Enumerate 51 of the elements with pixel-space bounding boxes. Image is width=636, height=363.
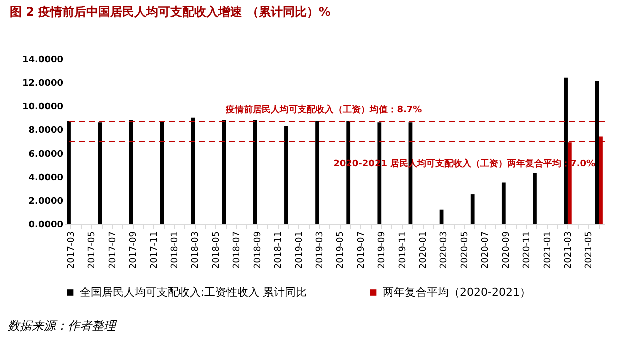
x-tick-label: 2019-07 — [356, 232, 367, 270]
y-tick-label: 8.0000 — [28, 126, 64, 136]
y-tick-label: 4.0000 — [28, 173, 64, 184]
x-tick-label: 2018-09 — [253, 231, 264, 270]
bar — [284, 126, 288, 224]
source-note: 数据来源：作者整理 — [8, 318, 118, 335]
bar — [564, 78, 568, 224]
x-tick-label: 2019-05 — [336, 232, 346, 270]
legend-label: 两年复合平均（2020-2021） — [383, 286, 531, 299]
bar — [67, 121, 71, 224]
x-tick-label: 2020-01 — [419, 232, 430, 270]
y-tick-label: 0.0000 — [28, 220, 64, 230]
bar — [98, 122, 102, 224]
x-tick-label: 2017-11 — [150, 232, 160, 270]
y-tick-label: 10.0000 — [22, 102, 64, 113]
x-tick-label: 2018-11 — [274, 232, 284, 270]
x-tick-label: 2020-11 — [522, 232, 533, 270]
x-tick-label: 2017-05 — [88, 232, 98, 270]
x-tick-label: 2021-03 — [564, 232, 574, 270]
x-tick-label: 2017-03 — [66, 232, 77, 270]
y-tick-label: 12.0000 — [22, 79, 64, 90]
bar — [316, 121, 320, 224]
y-tick-label: 14.0000 — [22, 56, 64, 66]
chart-title: 图 2 疫情前后中国居民人均可支配收入增速 （累计同比）% — [10, 5, 331, 19]
x-tick-label: 2020-09 — [502, 231, 512, 270]
bar — [502, 182, 506, 224]
x-tick-label: 2017-07 — [108, 232, 118, 270]
x-tick-label: 2019-01 — [294, 232, 305, 270]
y-tick-label: 6.0000 — [28, 150, 64, 160]
x-tick-label: 2021-01 — [543, 232, 554, 270]
x-tick-label: 2019-03 — [315, 232, 326, 270]
x-tick-label: 2021-05 — [584, 232, 595, 270]
bar — [533, 173, 537, 224]
x-tick-label: 2017-09 — [129, 231, 140, 270]
x-tick-label: 2019-09 — [378, 231, 388, 270]
x-tick-label: 2018-05 — [212, 232, 222, 270]
legend-label: 全国居民人均可支配收入:工资性收入 累计同比 — [80, 286, 308, 299]
x-tick-label: 2020-07 — [481, 232, 492, 270]
x-tick-label: 2019-11 — [398, 232, 408, 270]
x-tick-label: 2018-01 — [170, 232, 180, 270]
bar — [129, 120, 134, 224]
y-tick-label: 2.0000 — [28, 196, 64, 207]
x-tick-label: 2018-03 — [191, 232, 202, 270]
bar — [470, 194, 475, 224]
bar — [222, 120, 226, 224]
ref-line-label: 疫情前居民人均可支配收入（工资）均值：8.7% — [225, 104, 422, 116]
bar — [253, 120, 258, 224]
bar — [595, 81, 600, 224]
x-tick-label: 2018-07 — [232, 232, 243, 270]
x-tick-label: 2020-03 — [440, 232, 450, 270]
x-tick-label: 2020-05 — [460, 232, 470, 270]
